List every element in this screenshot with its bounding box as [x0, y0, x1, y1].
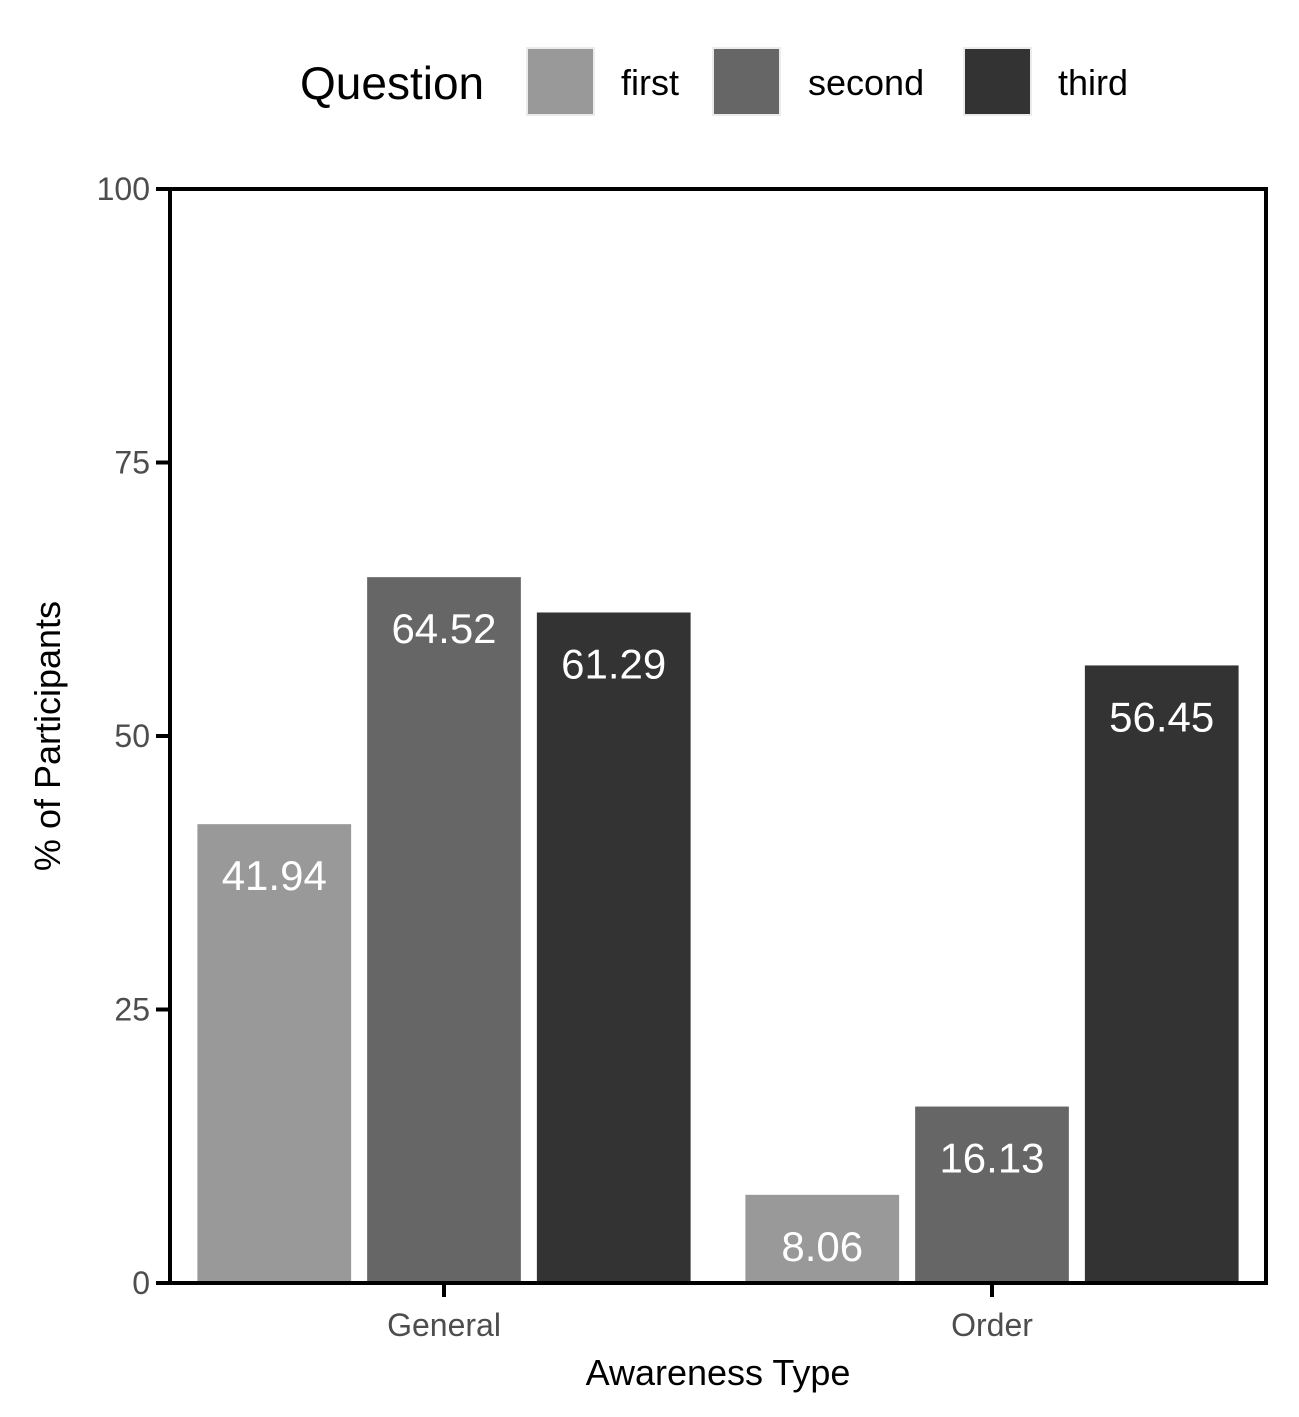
data-label-general-third: 61.29 — [561, 640, 666, 687]
y-tick-label-100: 100 — [97, 171, 150, 207]
x-tick-label-general: General — [387, 1307, 501, 1343]
plot-panel-border — [168, 187, 1268, 1285]
legend-key-second — [712, 47, 781, 116]
bar-general-third — [536, 612, 691, 1283]
legend: Question first second third — [300, 47, 1128, 116]
y-axis-title: % of Participants — [27, 601, 68, 871]
bar-order-first — [745, 1194, 900, 1283]
y-tick-label-75: 75 — [114, 445, 150, 481]
y-tick-label-25: 25 — [114, 992, 150, 1028]
legend-key-third — [963, 47, 1032, 116]
data-label-general-second: 64.52 — [391, 605, 496, 652]
data-label-order-first: 8.06 — [781, 1223, 863, 1270]
x-axis: General Order — [387, 1283, 1033, 1343]
bar-general-second — [367, 577, 521, 1283]
data-label-general-first: 41.94 — [222, 852, 327, 899]
y-axis: 0 25 50 75 100 — [97, 171, 170, 1301]
legend-label-third: third — [1058, 62, 1128, 103]
y-tick-label-0: 0 — [132, 1265, 150, 1301]
x-axis-title: Awareness Type — [586, 1352, 851, 1393]
y-tick-label-50: 50 — [114, 718, 150, 754]
legend-title: Question — [300, 57, 484, 109]
data-labels-group: 41.94 64.52 61.29 8.06 16.13 56.45 — [222, 605, 1215, 1270]
data-label-order-third: 56.45 — [1109, 693, 1214, 740]
bar-order-third — [1084, 665, 1239, 1283]
legend-label-first: first — [621, 62, 679, 103]
x-tick-label-order: Order — [951, 1307, 1033, 1343]
data-label-order-second: 16.13 — [939, 1135, 1044, 1182]
bar-order-second — [915, 1106, 1069, 1283]
legend-key-first — [526, 47, 595, 116]
legend-label-second: second — [808, 62, 924, 103]
bar-general-first — [197, 824, 352, 1283]
bars-group — [197, 577, 1239, 1283]
